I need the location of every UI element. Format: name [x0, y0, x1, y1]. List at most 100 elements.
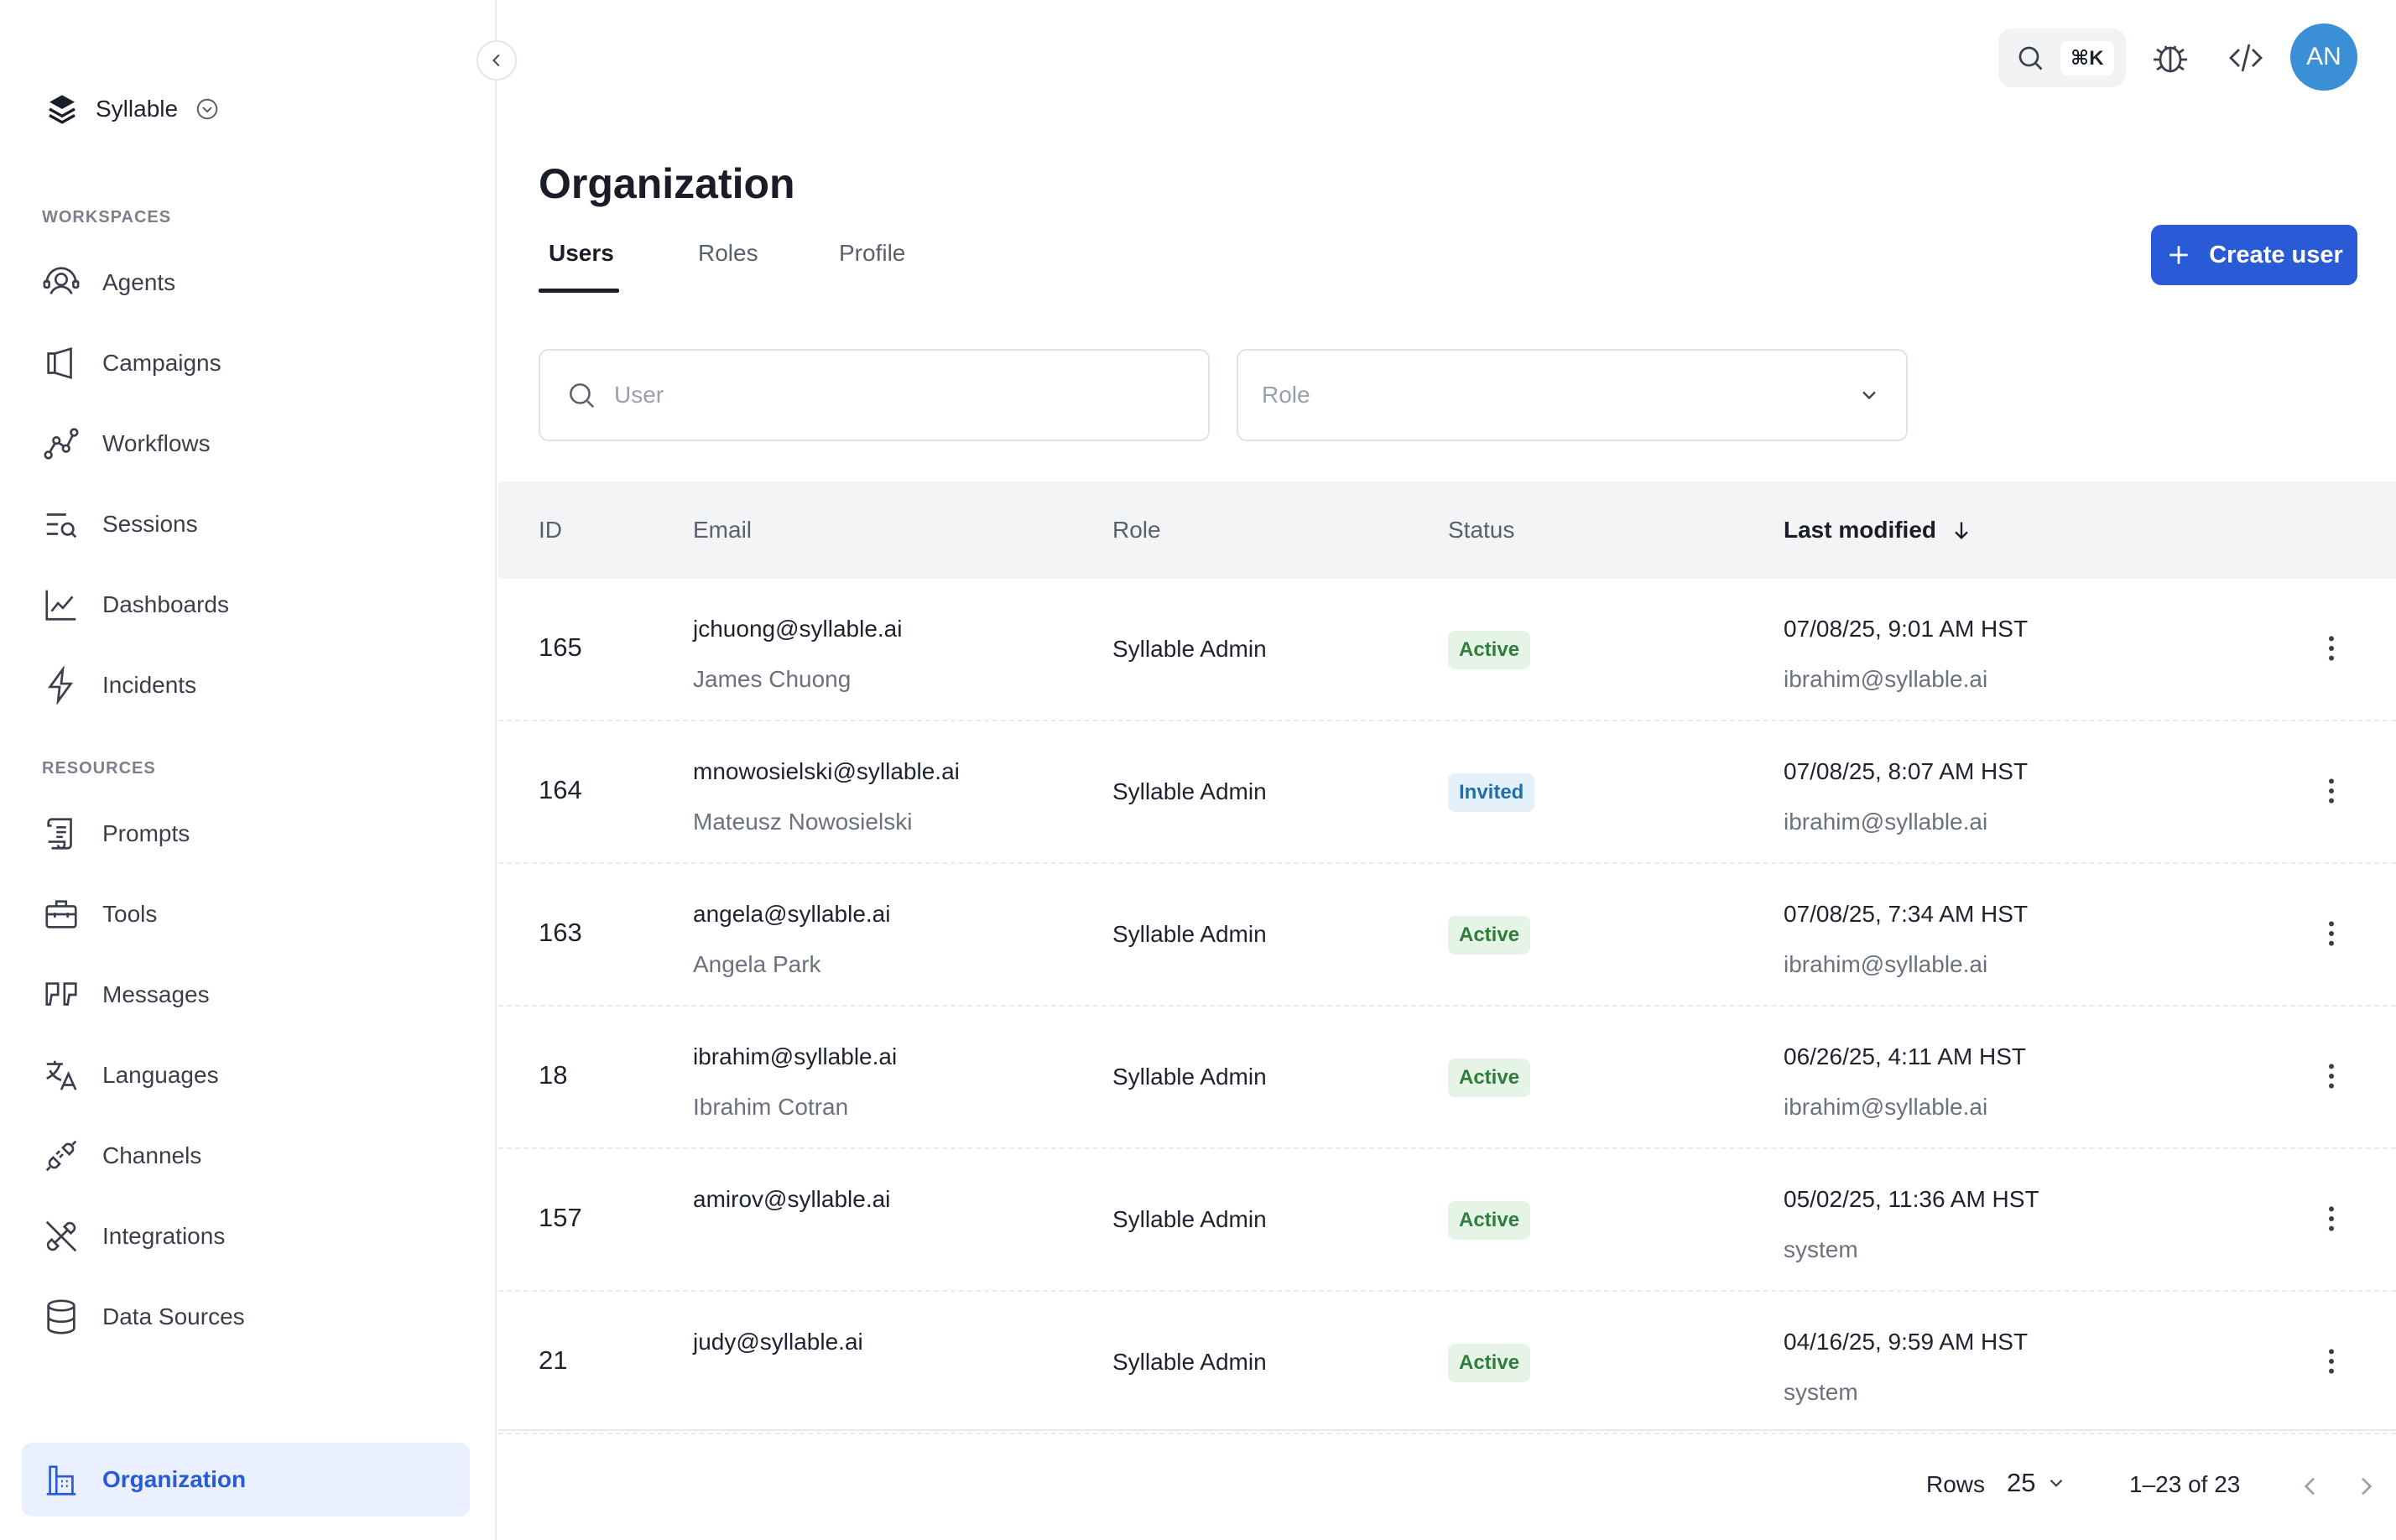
tab-profile[interactable]: Profile: [839, 240, 906, 266]
cell-last-modified: 07/08/25, 7:34 AM HST: [1784, 901, 2029, 927]
sidebar-item-sessions[interactable]: Sessions: [42, 501, 198, 548]
sidebar-item-label: Agents: [102, 269, 176, 295]
developer-code-button[interactable]: [2225, 37, 2267, 79]
cell-role: Syllable Admin: [1112, 921, 1267, 947]
sidebar-item-dashboards[interactable]: Dashboards: [42, 581, 229, 628]
collapse-sidebar-button[interactable]: [477, 40, 517, 81]
rows-per-page-select[interactable]: 25: [2007, 1468, 2067, 1498]
workspace-switcher[interactable]: Syllable: [45, 92, 220, 126]
translate-icon: [42, 1056, 81, 1095]
column-header-id[interactable]: ID: [539, 517, 562, 543]
scroll-icon: [42, 814, 81, 853]
chevron-right-icon: [2362, 1477, 2373, 1496]
syllable-logo-icon: [45, 92, 79, 126]
table-row[interactable]: 165 jchuong@syllable.ai James Chuong Syl…: [498, 579, 2396, 721]
sidebar-item-label: Workflows: [102, 430, 211, 456]
column-header-last-modified[interactable]: Last modified: [1784, 517, 1973, 544]
role-select[interactable]: Role: [1237, 349, 1908, 441]
user-search-input[interactable]: User: [539, 349, 1210, 441]
row-actions-button[interactable]: [2310, 627, 2352, 669]
more-vertical-icon: [2329, 921, 2334, 946]
bug-report-button[interactable]: [2149, 37, 2191, 79]
cell-id: 165: [539, 632, 582, 662]
cell-email: judy@syllable.ai: [693, 1329, 863, 1355]
row-actions-button[interactable]: [2310, 1055, 2352, 1097]
sidebar-item-workflows[interactable]: Workflows: [42, 420, 211, 467]
sidebar-item-integrations[interactable]: Integrations: [42, 1213, 225, 1260]
table-row[interactable]: 163 angela@syllable.ai Angela Park Sylla…: [498, 864, 2396, 1007]
sidebar-item-prompts[interactable]: Prompts: [42, 810, 190, 857]
sidebar-item-data-sources[interactable]: Data Sources: [42, 1293, 245, 1340]
sidebar-item-label: Incidents: [102, 672, 197, 698]
create-user-button[interactable]: Create user: [2151, 225, 2357, 285]
building-icon: [42, 1460, 81, 1499]
global-search-button[interactable]: ⌘K: [1998, 29, 2126, 87]
cell-name: Mateusz Nowosielski: [693, 809, 913, 835]
sidebar-item-messages[interactable]: Messages: [42, 971, 210, 1018]
row-actions-button[interactable]: [2310, 1340, 2352, 1382]
table-row[interactable]: 21 judy@syllable.ai Syllable Admin Activ…: [498, 1292, 2396, 1434]
tab-roles[interactable]: Roles: [698, 240, 758, 266]
table-header: ID Email Role Status Last modified: [498, 481, 2396, 579]
cell-modified-by: system: [1784, 1379, 1858, 1405]
column-header-email[interactable]: Email: [693, 517, 753, 543]
sidebar-item-organization[interactable]: Organization: [22, 1443, 470, 1517]
cell-id: 21: [539, 1345, 568, 1375]
sidebar-item-tools[interactable]: Tools: [42, 891, 157, 938]
table-pagination: Rows 25 1–23 of 23: [498, 1429, 2396, 1540]
cell-modified-by: ibrahim@syllable.ai: [1784, 951, 1988, 977]
row-actions-button[interactable]: [2310, 770, 2352, 812]
table-row[interactable]: 18 ibrahim@syllable.ai Ibrahim Cotran Sy…: [498, 1007, 2396, 1149]
active-tab-indicator: [539, 289, 619, 293]
cell-last-modified: 05/02/25, 11:36 AM HST: [1784, 1186, 2039, 1212]
previous-page-button[interactable]: [2294, 1470, 2327, 1503]
sidebar-item-languages[interactable]: Languages: [42, 1052, 219, 1099]
sidebar-item-incidents[interactable]: Incidents: [42, 662, 196, 709]
sessions-search-icon: [42, 505, 81, 544]
row-actions-button[interactable]: [2310, 913, 2352, 955]
sidebar-item-agents[interactable]: Agents: [42, 259, 175, 306]
cell-role: Syllable Admin: [1112, 636, 1267, 662]
sidebar-item-label: Sessions: [102, 511, 198, 537]
tab-users[interactable]: Users: [549, 240, 614, 266]
status-badge: Active: [1448, 1059, 1531, 1097]
integrations-icon: [42, 1217, 81, 1256]
cell-id: 18: [539, 1060, 568, 1090]
chevron-down-icon: [1862, 391, 1876, 400]
row-actions-button[interactable]: [2310, 1198, 2352, 1240]
cell-id: 157: [539, 1203, 582, 1232]
sidebar-item-channels[interactable]: Channels: [42, 1132, 201, 1179]
column-header-status[interactable]: Status: [1448, 517, 1515, 543]
table-row[interactable]: 164 mnowosielski@syllable.ai Mateusz Now…: [498, 721, 2396, 864]
cell-last-modified: 04/16/25, 9:59 AM HST: [1784, 1329, 2029, 1355]
cell-email: mnowosielski@syllable.ai: [693, 758, 960, 784]
chart-line-icon: [42, 585, 81, 624]
cell-modified-by: system: [1784, 1236, 1858, 1262]
sidebar-item-label: Prompts: [102, 820, 190, 846]
sidebar-item-label: Integrations: [102, 1223, 226, 1249]
more-vertical-icon: [2329, 636, 2334, 661]
user-search-placeholder: User: [614, 382, 664, 408]
sidebar-item-campaigns[interactable]: Campaigns: [42, 340, 221, 387]
cell-modified-by: ibrahim@syllable.ai: [1784, 809, 1988, 835]
sort-descending-icon: [1955, 522, 1968, 539]
plug-icon: [42, 1137, 81, 1175]
cell-role: Syllable Admin: [1112, 1064, 1267, 1090]
cell-role: Syllable Admin: [1112, 1206, 1267, 1232]
table-row[interactable]: 157 amirov@syllable.ai Syllable Admin Ac…: [498, 1149, 2396, 1292]
rows-per-page-value: 25: [2007, 1468, 2036, 1497]
user-avatar[interactable]: AN: [2290, 23, 2357, 91]
workflow-icon: [42, 424, 81, 463]
code-icon: [2229, 44, 2263, 72]
page-title: Organization: [539, 160, 795, 207]
status-badge: Active: [1448, 1344, 1531, 1382]
cell-last-modified: 07/08/25, 8:07 AM HST: [1784, 758, 2029, 784]
next-page-button[interactable]: [2349, 1470, 2383, 1503]
sidebar: Syllable WORKSPACES Agents Campaigns Wor…: [0, 0, 497, 1540]
section-label-workspaces: WORKSPACES: [42, 208, 172, 226]
column-header-role[interactable]: Role: [1112, 517, 1161, 543]
sidebar-item-label: Data Sources: [102, 1303, 245, 1329]
cell-id: 164: [539, 775, 582, 804]
cell-email: amirov@syllable.ai: [693, 1186, 891, 1212]
